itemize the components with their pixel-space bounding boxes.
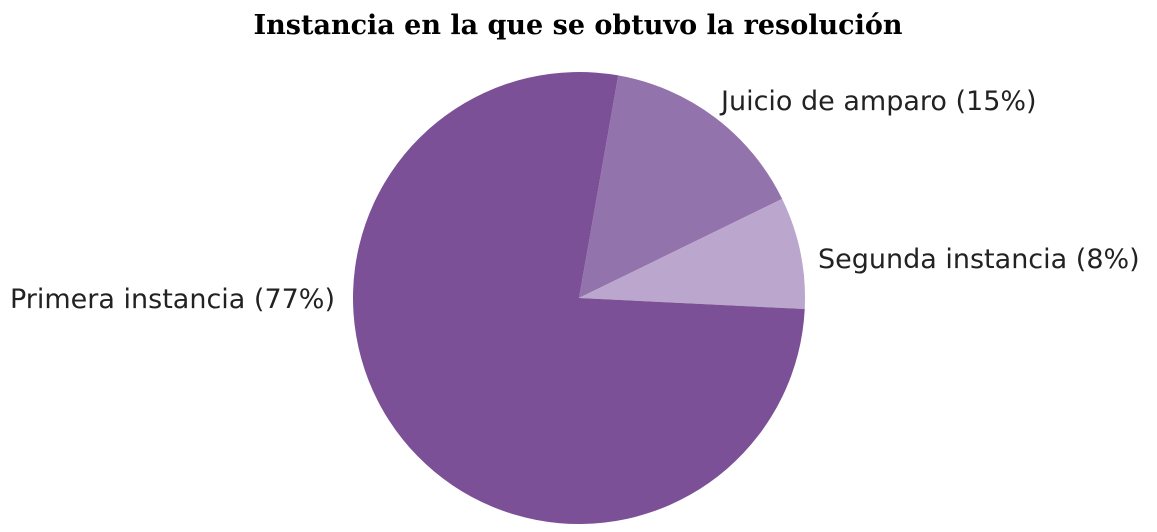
slice-label-primera-instancia: Primera instancia (77%) <box>10 284 335 315</box>
pie-slice-primera-instancia <box>352 71 805 524</box>
pie-slice-segunda-instancia <box>579 198 805 310</box>
pie-labels: Juicio de amparo (15%) Segunda instancia … <box>10 86 1140 315</box>
slice-label-juicio-de-amparo: Juicio de amparo (15%) <box>719 86 1037 117</box>
chart-title: Instancia en la que se obtuvo la resoluc… <box>254 10 903 41</box>
pie-slice-juicio-de-amparo <box>579 75 783 299</box>
slice-label-segunda-instancia: Segunda instancia (8%) <box>818 244 1140 275</box>
pie-slices <box>352 71 805 524</box>
